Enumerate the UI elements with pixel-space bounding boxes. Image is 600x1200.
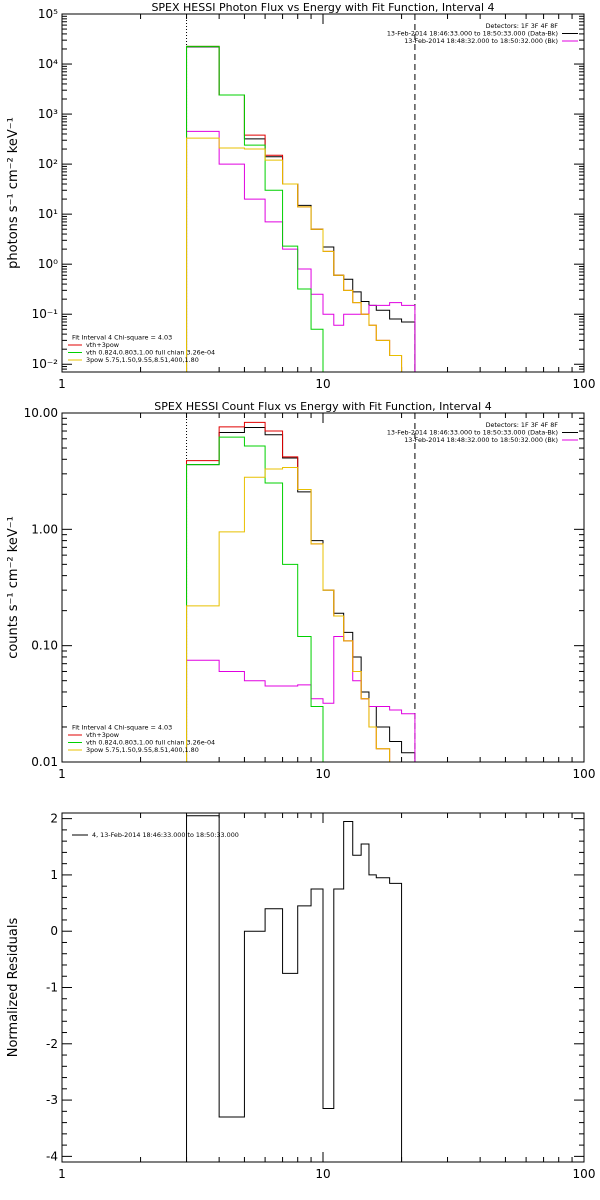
legend-bottom-left-text: 3pow 5.75,1.50,9.55,8.51,400,1.80 [86, 746, 199, 754]
y-tick-label: 10³ [38, 107, 58, 121]
y-tick-label: 1.00 [31, 522, 58, 536]
chart-title: SPEX HESSI Count Flux vs Energy with Fit… [154, 400, 491, 413]
series-0-line [186, 46, 416, 372]
legend-top-left-text: 4, 13-Feb-2014 18:46:33.000 to 18:50:33.… [92, 831, 239, 839]
y-tick-label: 10⁰ [38, 257, 58, 271]
legend-bottom-left-text: Fit Interval 4 Chi-square = 4.03 [72, 334, 172, 342]
series-0-line [186, 815, 403, 1162]
x-tick-label: 1 [58, 377, 66, 391]
x-tick-label: 10 [315, 377, 330, 391]
y-tick-label: 10.00 [24, 406, 58, 420]
plot-frame [61, 412, 585, 763]
series-1-line [186, 130, 416, 372]
y-tick-label: 10⁴ [38, 57, 58, 71]
y-ticks [62, 13, 584, 373]
legend-bottom-left-text: vth 0.824,0.803,1.00 full chian 3.26e-04 [86, 739, 215, 747]
plot-frame [61, 13, 585, 373]
legend-top-right-text: 13-Feb-2014 18:46:33.000 to 18:50:33.000… [387, 429, 558, 437]
chart-title: SPEX HESSI Photon Flux vs Energy with Fi… [151, 1, 494, 14]
count-flux-panel: SPEX HESSI Count Flux vs Energy with Fit… [6, 400, 596, 781]
legend-top-right-text: 13-Feb-2014 18:48:32.000 to 18:50:32.000… [404, 436, 558, 444]
x-tick-label: 100 [573, 1167, 596, 1181]
y-axis-label: photons s⁻¹ cm⁻² keV⁻¹ [6, 117, 21, 269]
legend-bottom-left-text: vth 0.824,0.803,1.00 full chian 3.26e-04 [86, 349, 215, 357]
y-tick-label: 10¹ [38, 207, 58, 221]
legend-bottom-left-text: vth+3pow [86, 341, 119, 349]
y-tick-label: -4 [46, 1149, 58, 1163]
series-2-line [186, 45, 403, 372]
legend-bottom-left-text: Fit Interval 4 Chi-square = 4.03 [72, 724, 172, 732]
y-tick-label: -3 [46, 1093, 58, 1107]
series-1-line [186, 635, 416, 762]
series-group [186, 45, 416, 372]
y-tick-label: 0 [50, 924, 58, 938]
x-tick-label: 10 [315, 767, 330, 781]
y-tick-label: 0.10 [31, 639, 58, 653]
y-axis-label: counts s⁻¹ cm⁻² keV⁻¹ [6, 516, 21, 659]
y-tick-label: -1 [46, 981, 58, 995]
x-tick-label: 100 [573, 377, 596, 391]
x-ticks [61, 14, 573, 372]
photon-flux-panel: SPEX HESSI Photon Flux vs Energy with Fi… [6, 1, 596, 391]
x-tick-label: 10 [315, 1167, 330, 1181]
y-ticks [62, 818, 584, 1157]
x-ticks [61, 813, 573, 1162]
y-tick-label: 10² [38, 157, 58, 171]
legend-top-right-text: Detectors: 1F 3F 4F 8F [486, 421, 559, 429]
legend-top-right-text: 13-Feb-2014 18:48:32.000 to 18:50:32.000… [404, 37, 558, 45]
x-tick-label: 100 [573, 767, 596, 781]
series-3-line [186, 45, 324, 372]
series-4-line [186, 137, 403, 372]
legend-bottom-left-text: vth+3pow [86, 731, 119, 739]
series-3-line [186, 436, 324, 762]
series-0-line [186, 427, 416, 762]
y-tick-label: 10⁻² [32, 357, 59, 371]
y-tick-label: 10⁻¹ [32, 307, 59, 321]
y-tick-label: 0.01 [31, 755, 58, 769]
legend-top-right-text: Detectors: 1F 3F 4F 8F [486, 22, 559, 30]
series-2-line [186, 421, 391, 762]
y-tick-label: 10⁵ [38, 7, 58, 21]
legend-bottom-left-text: 3pow 5.75,1.50,9.55,8.51,400,1.80 [86, 356, 199, 364]
x-ticks [61, 413, 573, 762]
y-tick-label: 2 [50, 812, 58, 826]
y-axis-label: Normalized Residuals [6, 918, 21, 1058]
x-tick-label: 1 [58, 1167, 66, 1181]
series-group [186, 815, 403, 1162]
y-tick-label: 1 [50, 868, 58, 882]
series-group [186, 421, 416, 762]
y-tick-label: -2 [46, 1037, 58, 1051]
series-4-line [186, 467, 391, 762]
plot-frame [61, 812, 585, 1163]
x-tick-label: 1 [58, 767, 66, 781]
legend-top-right-text: 13-Feb-2014 18:46:33.000 to 18:50:33.000… [387, 30, 558, 38]
